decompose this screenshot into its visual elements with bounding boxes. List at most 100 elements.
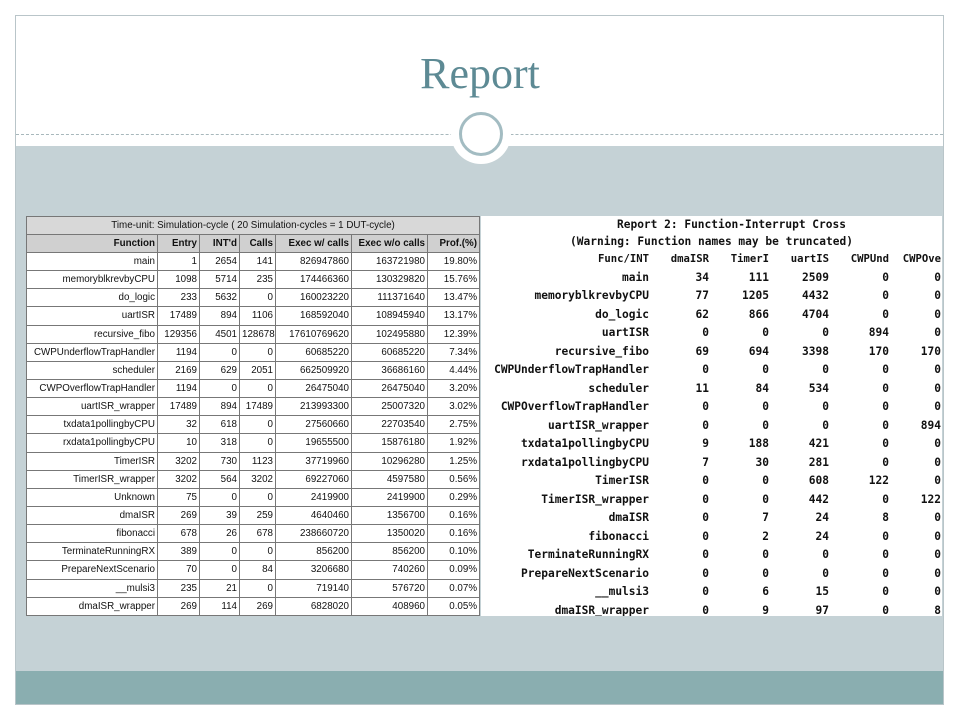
function-name: fibonacci bbox=[588, 529, 649, 543]
table-cell: 15 bbox=[815, 585, 829, 598]
table-row: PrepareNextScenario 70 0 84 3206680 740260 0.0… bbox=[26, 560, 481, 580]
table-cell: 0 bbox=[239, 415, 276, 435]
table-cell: 0 bbox=[934, 511, 941, 524]
cross-report-header: Func/INT dmaISR TimerI uartIS CWPUnd CWPOve bbox=[481, 250, 941, 269]
function-name: uartISR_wrapper bbox=[547, 418, 649, 432]
table-cell: 0 bbox=[702, 363, 709, 376]
table-cell: 0 bbox=[882, 455, 889, 469]
table-cell: 0 bbox=[199, 542, 240, 562]
table-cell: 0 bbox=[882, 400, 889, 413]
table-cell: 22703540 bbox=[351, 415, 428, 435]
table-cell: 114 bbox=[199, 596, 240, 617]
table-cell: 2 bbox=[762, 529, 769, 543]
profile-table-header: Function Entry INT'd Calls Exec w/ calls Exec… bbox=[26, 234, 481, 253]
table-row: dmaISR_wrapper 269 114 269 6828020 408960 0.05… bbox=[26, 596, 481, 617]
table-cell: 0 bbox=[239, 288, 276, 308]
table-cell: 0 bbox=[702, 326, 709, 339]
table-cell: 1123 bbox=[239, 451, 276, 471]
table-row: CWPOverflowTrapHandler 0 0 0 0 0 bbox=[481, 398, 941, 417]
table-cell: 37719960 bbox=[275, 451, 352, 471]
table-cell: 235 bbox=[157, 578, 200, 598]
table-cell: 1 bbox=[157, 251, 200, 272]
function-name: main bbox=[622, 270, 649, 284]
table-cell: 894 bbox=[199, 397, 240, 417]
table-cell: 17489 bbox=[157, 306, 200, 326]
table-cell: 0 bbox=[934, 529, 941, 543]
table-cell: 188 bbox=[748, 437, 769, 450]
table-cell: 4704 bbox=[802, 307, 829, 321]
table-cell: 0 bbox=[934, 400, 941, 413]
table-cell: 0 bbox=[882, 363, 889, 376]
table-row: txdata1pollingbyCPU 9 188 421 0 0 bbox=[481, 435, 941, 454]
table-cell: 1194 bbox=[157, 378, 200, 399]
table-cell: 60685220 bbox=[351, 342, 428, 362]
table-row: scheduler 11 84 534 0 0 bbox=[481, 380, 941, 399]
table-cell: 15.76% bbox=[426, 270, 481, 290]
column-header: uartIS bbox=[790, 253, 829, 265]
table-cell: rxdata1pollingbyCPU bbox=[26, 433, 158, 453]
table-cell: 32 bbox=[157, 415, 200, 435]
table-cell: 0 bbox=[702, 418, 709, 432]
table-cell: __mulsi3 bbox=[26, 578, 158, 598]
table-cell: 0 bbox=[702, 492, 709, 506]
table-cell: 0.29% bbox=[426, 487, 481, 507]
table-cell: TimerISR bbox=[26, 451, 158, 471]
table-cell: 0 bbox=[199, 487, 240, 507]
function-name: CWPOverflowTrapHandler bbox=[500, 400, 649, 413]
table-cell: 0 bbox=[702, 585, 709, 598]
table-cell: 9 bbox=[702, 437, 709, 450]
table-cell: uartISR_wrapper bbox=[26, 397, 158, 417]
slide-frame bbox=[15, 15, 944, 705]
table-cell: CWPOverflowTrapHandler bbox=[26, 378, 158, 399]
table-cell: 0 bbox=[762, 326, 769, 339]
table-cell: 0 bbox=[822, 566, 829, 580]
column-header: TimerI bbox=[730, 253, 769, 265]
column-header: INT'd bbox=[199, 234, 240, 253]
table-cell: 17610769620 bbox=[275, 324, 352, 344]
table-cell: 0 bbox=[934, 455, 941, 469]
column-header: CWPOve bbox=[902, 253, 941, 265]
table-row: CWPUnderflowTrapHandler 0 0 0 0 0 bbox=[481, 361, 941, 380]
table-cell: 894 bbox=[199, 306, 240, 326]
table-cell: 70 bbox=[157, 560, 200, 580]
table-row: PrepareNextScenario 0 0 0 0 0 bbox=[481, 565, 941, 584]
table-cell: 8 bbox=[882, 511, 889, 524]
column-header: dmaISR bbox=[670, 253, 709, 265]
table-row: __mulsi3 0 6 15 0 0 bbox=[481, 583, 941, 602]
table-cell: 141 bbox=[239, 251, 276, 272]
table-cell: 269 bbox=[157, 505, 200, 526]
table-row: dmaISR 269 39 259 4640460 1356700 0.16% bbox=[26, 505, 481, 526]
table-cell: 0 bbox=[239, 342, 276, 362]
table-cell: 84 bbox=[755, 381, 769, 395]
column-header: Func/INT bbox=[597, 253, 649, 265]
table-cell: 122 bbox=[920, 492, 941, 506]
table-cell: 0 bbox=[762, 418, 769, 432]
table-cell: 0 bbox=[199, 560, 240, 580]
table-row: main 1 2654 141 826947860 163721980 19.80% bbox=[26, 251, 481, 272]
table-cell: 0 bbox=[934, 548, 941, 561]
table-cell: 3398 bbox=[802, 344, 829, 358]
table-cell: 122 bbox=[868, 474, 889, 487]
table-cell: 111371640 bbox=[351, 288, 428, 308]
table-cell: 0 bbox=[822, 400, 829, 413]
table-cell: Unknown bbox=[26, 487, 158, 507]
table-row: rxdata1pollingbyCPU 10 318 0 19655500 1587618… bbox=[26, 433, 481, 453]
table-cell: 0 bbox=[702, 400, 709, 413]
slide-title: Report bbox=[420, 49, 540, 98]
table-cell: uartISR bbox=[26, 306, 158, 326]
table-cell: 2169 bbox=[157, 360, 200, 380]
function-name: TimerISR bbox=[595, 474, 649, 487]
table-cell: 128678 bbox=[239, 324, 276, 344]
table-cell: 0 bbox=[702, 529, 709, 543]
table-cell: 576720 bbox=[351, 578, 428, 598]
table-cell: 24 bbox=[815, 529, 829, 543]
table-cell: 389 bbox=[157, 542, 200, 562]
table-row: scheduler 2169 629 2051 662509920 36686160 4.4… bbox=[26, 360, 481, 380]
table-cell: CWPUnderflowTrapHandler bbox=[26, 342, 158, 362]
table-cell: 0 bbox=[882, 289, 889, 302]
table-cell: 30 bbox=[755, 455, 769, 469]
table-cell: 130329820 bbox=[351, 270, 428, 290]
table-cell: 0 bbox=[882, 492, 889, 506]
table-cell: 0 bbox=[702, 548, 709, 561]
table-cell: 0 bbox=[882, 307, 889, 321]
